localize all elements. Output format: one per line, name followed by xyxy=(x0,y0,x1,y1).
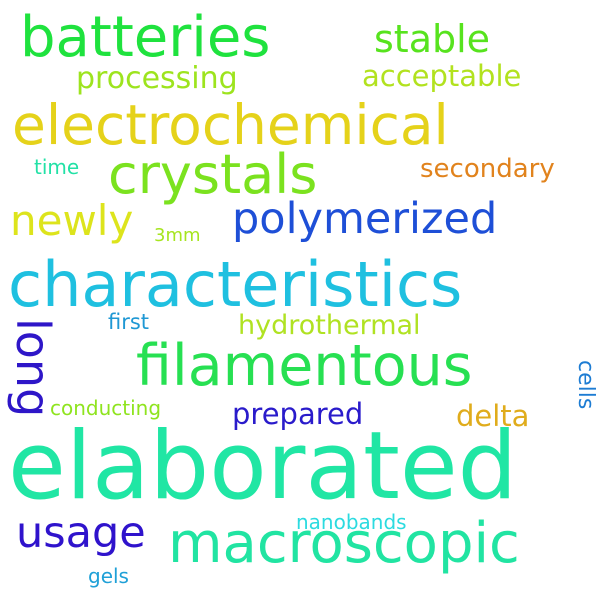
word-stable: stable xyxy=(374,17,491,61)
word-batteries: batteries xyxy=(20,5,271,70)
word-conducting: conducting xyxy=(50,396,162,420)
word-crystals: crystals xyxy=(108,143,318,206)
word-macroscopic: macroscopic xyxy=(168,511,520,576)
word-hydrothermal: hydrothermal xyxy=(238,310,421,341)
word-usage: usage xyxy=(16,508,146,558)
word-prepared: prepared xyxy=(232,397,364,431)
word-first: first xyxy=(108,310,150,334)
word-cells: cells xyxy=(573,360,598,410)
word-characteristics: characteristics xyxy=(8,248,463,321)
word-3mm: 3mm xyxy=(154,225,201,246)
word-electrochemical: electrochemical xyxy=(12,93,449,157)
word-filamentous: filamentous xyxy=(136,333,473,399)
word-elaborated: elaborated xyxy=(8,412,518,521)
word-gels: gels xyxy=(88,564,129,588)
word-delta: delta xyxy=(456,399,530,433)
word-time: time xyxy=(34,155,80,179)
word-secondary: secondary xyxy=(420,154,555,184)
word-newly: newly xyxy=(10,196,134,245)
word-processing: processing xyxy=(76,61,238,96)
word-acceptable: acceptable xyxy=(362,59,522,93)
word-polymerized: polymerized xyxy=(232,194,498,244)
word-nanobands: nanobands xyxy=(296,510,407,534)
